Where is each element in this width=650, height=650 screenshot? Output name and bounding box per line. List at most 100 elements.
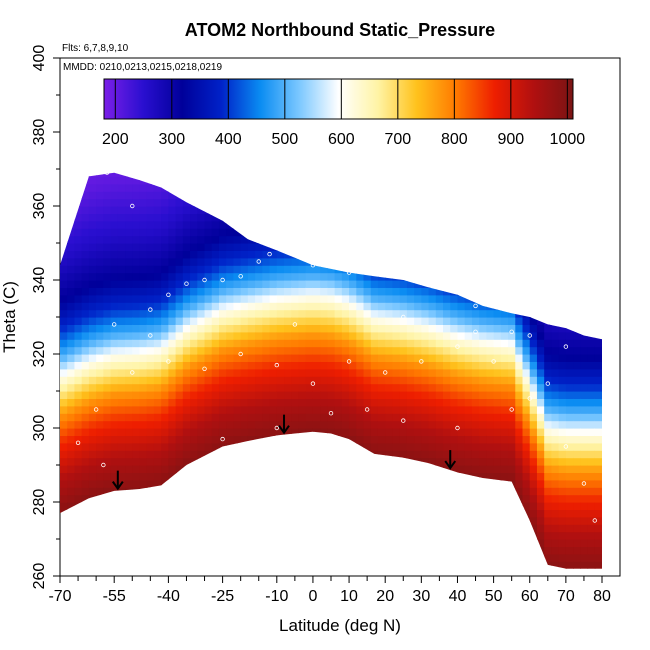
heatmap-cell xyxy=(146,531,155,540)
heatmap-cell xyxy=(139,442,148,451)
heatmap-cell xyxy=(305,206,314,214)
heatmap-cell xyxy=(500,428,509,436)
heatmap-cell xyxy=(88,509,97,518)
heatmap-cell xyxy=(341,331,350,340)
heatmap-cell xyxy=(363,183,372,192)
heatmap-cell xyxy=(211,354,220,362)
heatmap-cell xyxy=(67,413,76,422)
heatmap-cell xyxy=(103,324,112,333)
heatmap-cell xyxy=(544,287,553,296)
heatmap-cell xyxy=(392,398,401,407)
heatmap-cell xyxy=(240,442,249,451)
heatmap-cell xyxy=(139,487,148,496)
heatmap-cell xyxy=(276,228,285,237)
heatmap-cell xyxy=(529,435,538,444)
heatmap-cell xyxy=(421,391,430,399)
heatmap-cell xyxy=(197,361,206,370)
heatmap-cell xyxy=(125,250,133,259)
heatmap-cell xyxy=(312,546,321,555)
heatmap-cell xyxy=(377,435,386,444)
heatmap-cell xyxy=(341,465,350,473)
heatmap-cell xyxy=(60,420,68,429)
heatmap-cell xyxy=(226,309,235,318)
heatmap-cell xyxy=(276,553,285,562)
heatmap-cell xyxy=(406,339,415,348)
heatmap-cell xyxy=(551,420,560,429)
heatmap-cell xyxy=(269,191,278,200)
heatmap-cell xyxy=(529,287,538,296)
heatmap-cell xyxy=(508,257,516,266)
heatmap-cell xyxy=(349,524,357,533)
heatmap-cell xyxy=(182,413,191,422)
heatmap-cell xyxy=(515,472,524,481)
heatmap-cell xyxy=(255,524,263,533)
heatmap-cell xyxy=(190,413,198,422)
heatmap-cell xyxy=(276,257,285,266)
heatmap-cell xyxy=(515,346,524,355)
heatmap-cell xyxy=(370,198,379,207)
heatmap-cell xyxy=(399,561,408,569)
heatmap-cell xyxy=(298,213,307,222)
heatmap-cell xyxy=(255,206,263,214)
heatmap-cell xyxy=(392,487,401,496)
heatmap-cell xyxy=(204,280,213,288)
heatmap-cell xyxy=(522,354,531,362)
heatmap-cell xyxy=(88,265,97,274)
heatmap-cell xyxy=(349,405,357,414)
heatmap-cell xyxy=(450,250,459,259)
heatmap-cell xyxy=(558,280,567,288)
heatmap-cell xyxy=(479,553,487,562)
heatmap-cell xyxy=(327,346,336,355)
heatmap-cell xyxy=(443,376,451,385)
x-tick-label: -70 xyxy=(48,588,71,605)
heatmap-cell xyxy=(414,346,422,355)
heatmap-cell xyxy=(74,524,83,533)
heatmap-cell xyxy=(573,287,581,296)
heatmap-cell xyxy=(204,457,213,466)
heatmap-cell xyxy=(508,368,516,377)
heatmap-cell xyxy=(88,398,97,407)
heatmap-cell xyxy=(125,465,133,473)
heatmap-cell xyxy=(291,472,300,481)
heatmap-cell xyxy=(175,183,184,192)
heatmap-cell xyxy=(74,198,83,207)
heatmap-cell xyxy=(349,502,357,510)
heatmap-cell xyxy=(544,250,553,259)
heatmap-cell xyxy=(320,361,328,370)
heatmap-cell xyxy=(536,228,545,237)
heatmap-cell xyxy=(580,428,589,436)
heatmap-cell xyxy=(479,546,487,555)
heatmap-cell xyxy=(515,172,524,177)
heatmap-cell xyxy=(67,346,76,355)
heatmap-cell xyxy=(298,361,307,370)
heatmap-cell xyxy=(168,294,177,303)
heatmap-cell xyxy=(74,183,83,192)
heatmap-cell xyxy=(320,413,328,422)
heatmap-cell xyxy=(161,368,169,377)
heatmap-cell xyxy=(255,317,263,325)
heatmap-cell xyxy=(493,265,502,274)
heatmap-cell xyxy=(500,183,509,192)
heatmap-cell xyxy=(558,228,567,237)
heatmap-cell xyxy=(551,294,560,303)
heatmap-cell xyxy=(110,324,119,333)
heatmap-cell xyxy=(370,405,379,414)
heatmap-cell xyxy=(96,191,104,200)
heatmap-cell xyxy=(508,546,516,555)
heatmap-cell xyxy=(132,257,141,266)
heatmap-cell xyxy=(522,280,531,288)
heatmap-cell xyxy=(247,531,256,540)
heatmap-cell xyxy=(536,257,545,266)
flight-point xyxy=(220,436,225,442)
heatmap-cell xyxy=(88,191,97,200)
heatmap-cell xyxy=(175,220,184,229)
heatmap-cell xyxy=(312,457,321,466)
heatmap-cell xyxy=(240,531,249,540)
heatmap-cell xyxy=(190,243,198,251)
heatmap-cell xyxy=(551,383,560,392)
heatmap-cell xyxy=(291,502,300,510)
heatmap-cell xyxy=(211,183,220,192)
heatmap-cell xyxy=(226,339,235,348)
heatmap-cell xyxy=(377,465,386,473)
heatmap-cell xyxy=(421,569,429,577)
